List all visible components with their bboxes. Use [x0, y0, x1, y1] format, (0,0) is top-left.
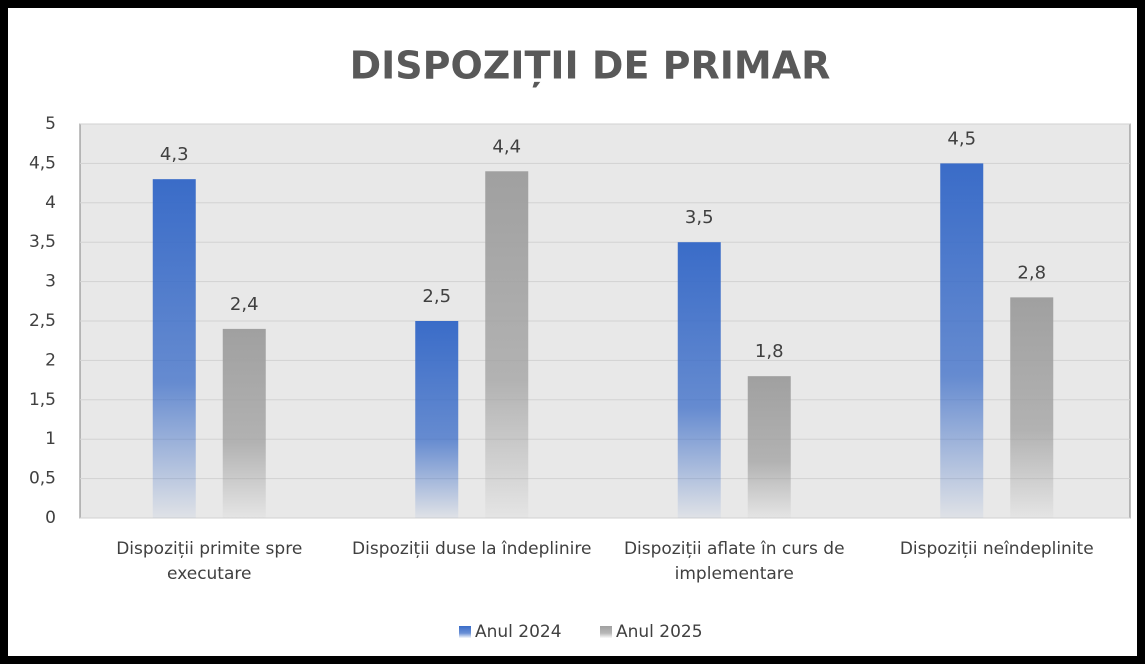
y-tick-label: 0 — [45, 508, 56, 528]
data-label: 4,3 — [160, 144, 189, 165]
y-tick-label: 1 — [45, 429, 56, 449]
bar — [485, 171, 529, 518]
data-label: 2,8 — [1017, 262, 1046, 283]
legend-swatch — [459, 626, 471, 638]
y-tick-label: 3 — [45, 272, 56, 292]
bar — [152, 179, 196, 518]
bar — [222, 328, 266, 518]
y-tick-label: 5 — [45, 114, 56, 134]
y-tick-label: 4 — [45, 193, 56, 213]
y-tick-label: 2,5 — [29, 311, 56, 331]
bar — [415, 321, 459, 518]
y-tick-label: 3,5 — [29, 232, 56, 252]
chart-title: DISPOZIȚII DE PRIMAR — [350, 44, 831, 88]
x-tick-label: Dispoziții duse la îndeplinire — [352, 539, 592, 559]
y-tick-label: 0,5 — [29, 469, 56, 489]
x-tick-label: Dispoziții neîndeplinite — [899, 539, 1094, 559]
legend-label: Anul 2025 — [616, 622, 703, 642]
data-label: 1,8 — [755, 341, 784, 362]
bar — [1010, 297, 1054, 518]
data-label: 4,5 — [947, 128, 976, 149]
y-tick-label: 4,5 — [29, 153, 56, 173]
x-tick-label: Dispoziții aflate în curs de implementar… — [623, 539, 845, 584]
legend-label: Anul 2024 — [475, 622, 562, 642]
bar — [677, 242, 721, 518]
bar — [747, 376, 791, 518]
y-tick-label: 2 — [45, 350, 56, 370]
data-label: 3,5 — [685, 207, 714, 228]
bar — [940, 163, 984, 518]
y-tick-label: 1,5 — [29, 390, 56, 410]
legend-swatch — [600, 626, 612, 638]
data-label: 2,5 — [422, 286, 451, 307]
x-tick-label: Dispoziții primite spre executare — [116, 539, 303, 584]
data-label: 2,4 — [230, 294, 259, 315]
data-label: 4,4 — [492, 136, 521, 157]
